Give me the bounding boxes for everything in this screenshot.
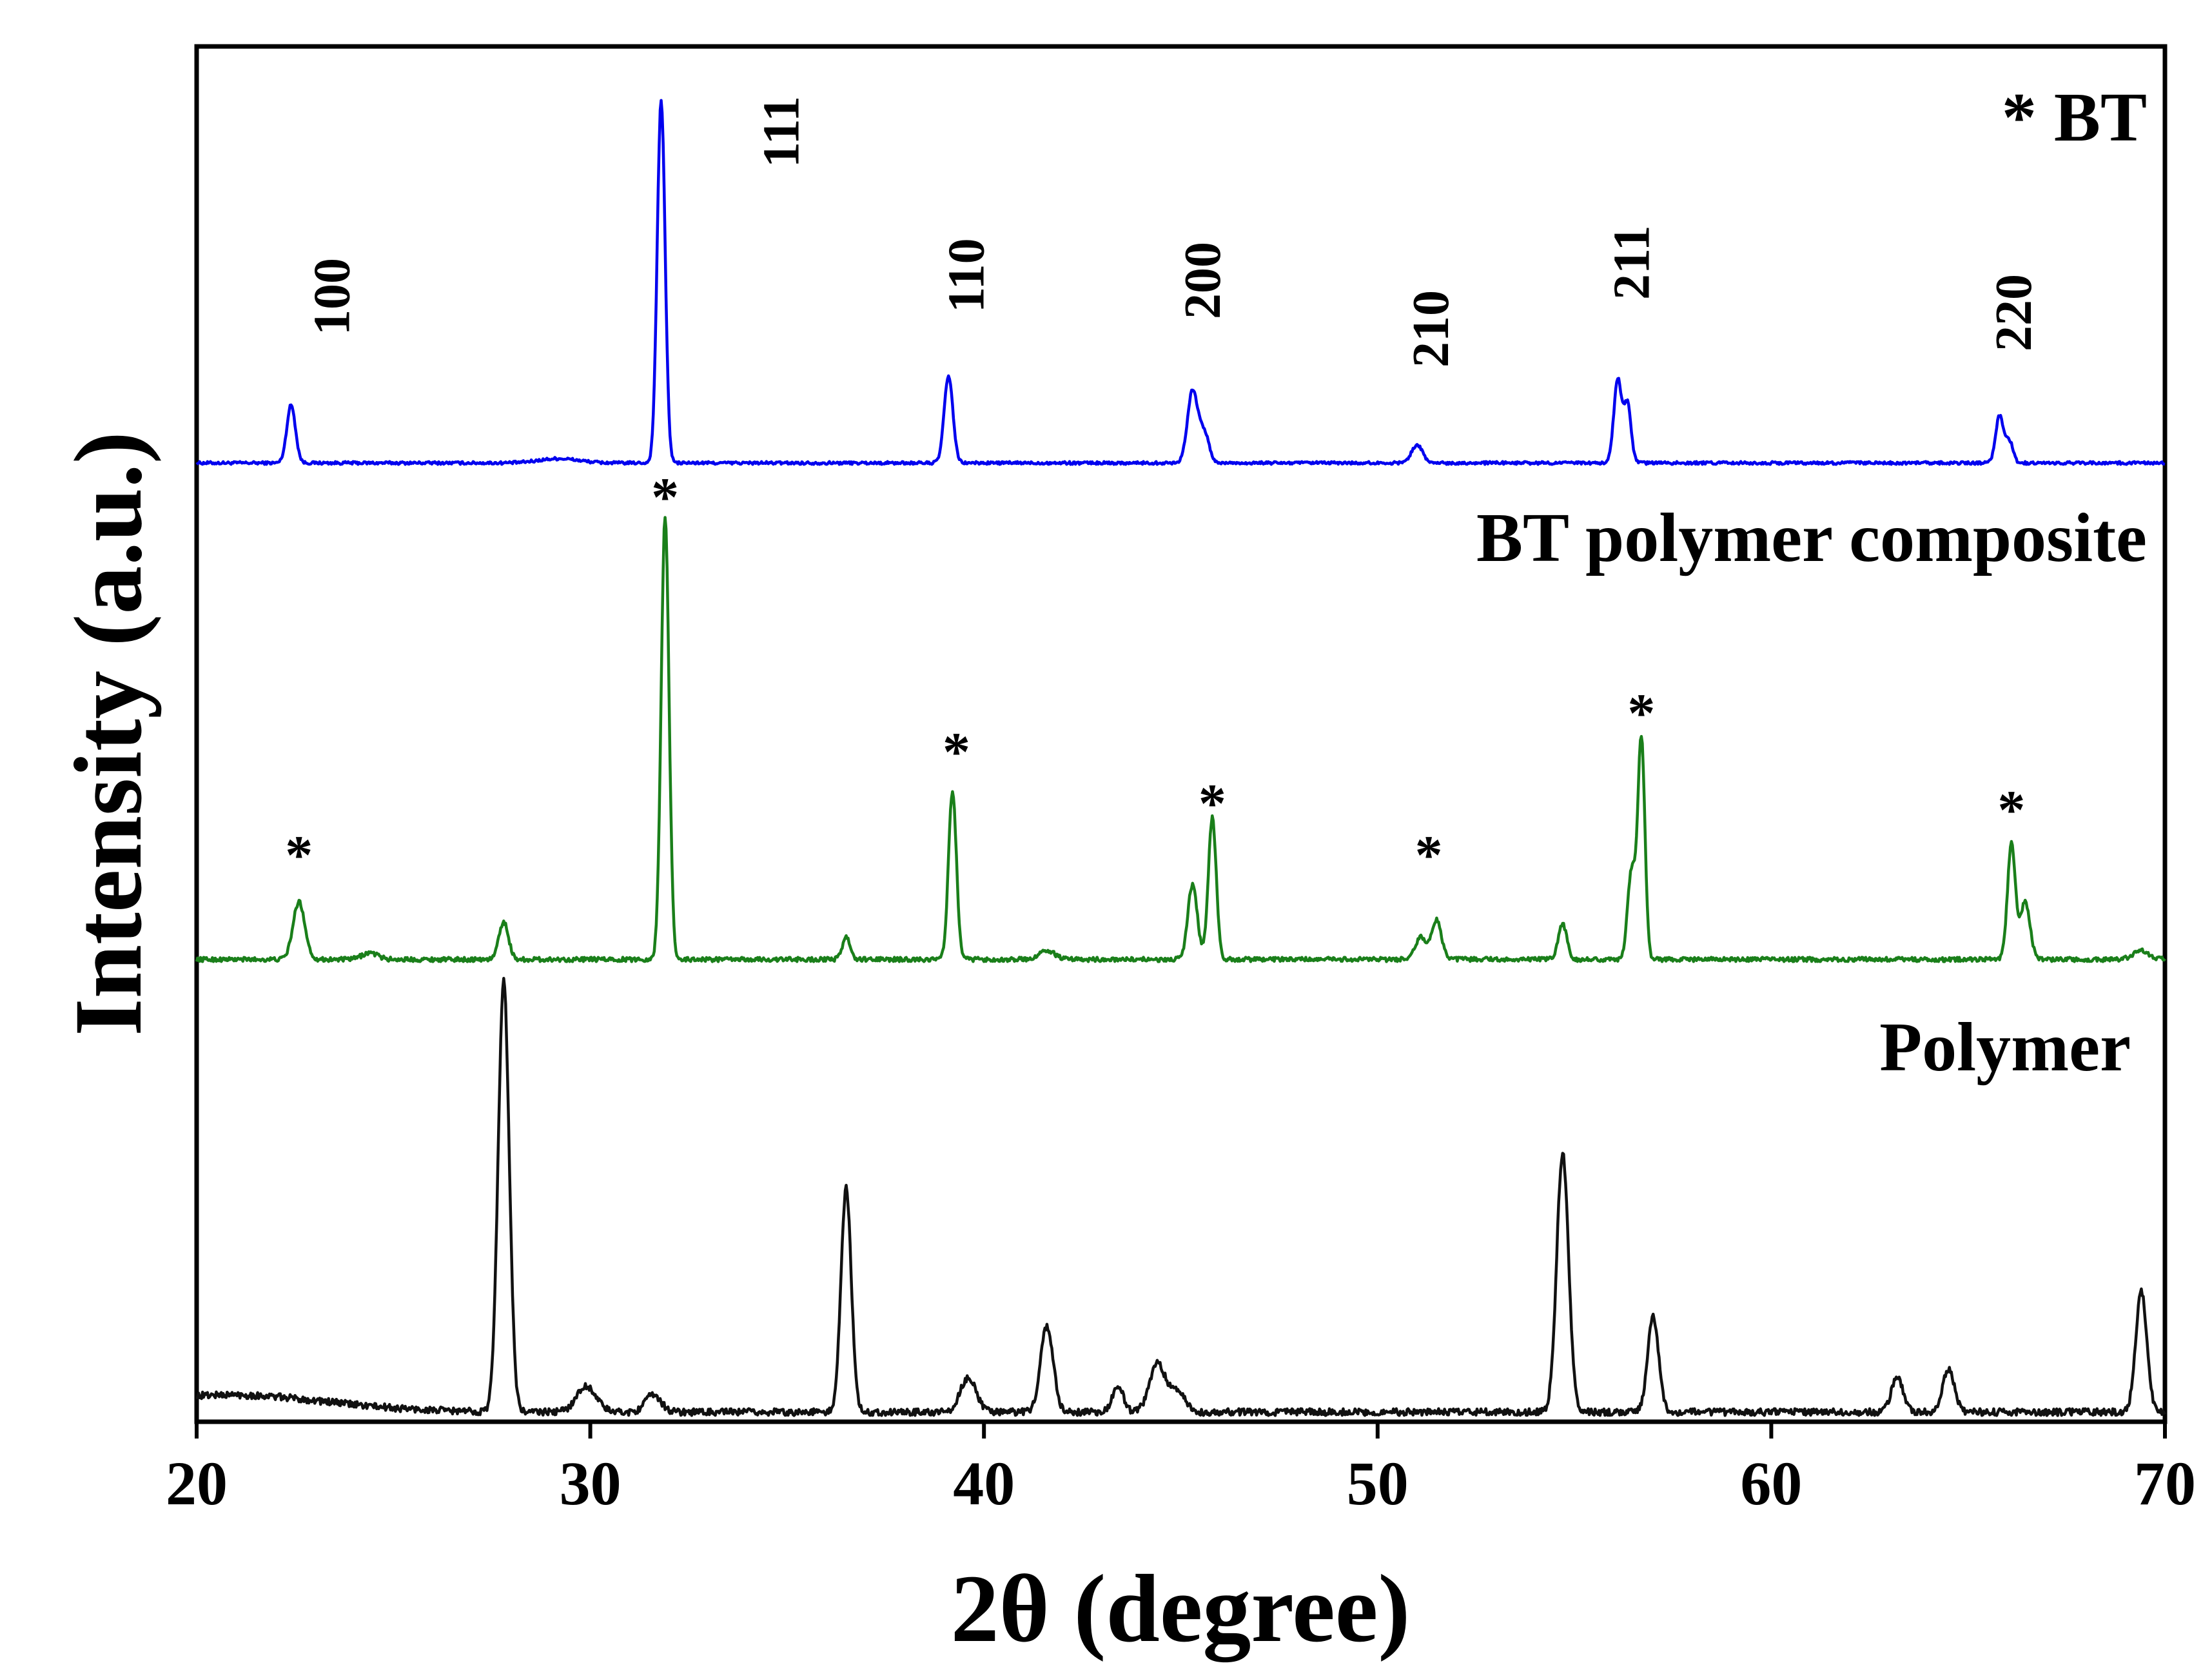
series-layer: [195, 99, 2167, 1417]
legend-bt: * BT: [2002, 79, 2147, 156]
reflection-label: 110: [939, 238, 995, 313]
bt-peak-marker: *: [1627, 682, 1655, 744]
bt-peak-marker: *: [285, 824, 313, 886]
x-axis-title: 2θ (degree): [951, 1555, 1411, 1662]
reflection-label: 111: [754, 96, 810, 168]
x-tick-label: 40: [953, 1449, 1015, 1518]
x-axis-ticks: 20 30 40 50 60 70: [166, 1422, 2196, 1518]
x-tick-label: 50: [1347, 1449, 1409, 1518]
x-tick-label: 60: [1740, 1449, 1802, 1518]
x-tick-label: 20: [166, 1449, 228, 1518]
bt-peak-marker: *: [1997, 779, 2025, 841]
series-label-2: Polymer: [1879, 1009, 2131, 1086]
bt-peak-marker: *: [1199, 772, 1226, 834]
plot-frame: [194, 44, 2168, 1424]
x-tick-label: 70: [2134, 1449, 2196, 1518]
reflection-label: 220: [1986, 274, 2042, 351]
x-tick-label: 30: [560, 1449, 622, 1518]
series-line-0: [195, 99, 2166, 466]
annotation-layer: 100 111 110 200 210 211 220 BT polymer composit…: [285, 96, 2147, 1086]
series-label-1: BT polymer composite: [1476, 500, 2147, 576]
bt-peak-marker: *: [943, 721, 970, 783]
bt-peak-marker: *: [1415, 824, 1443, 886]
reflection-label: 100: [304, 258, 361, 335]
series-line-2: [195, 977, 2167, 1417]
series-line-1: [195, 516, 2166, 963]
y-axis-title: Intensity (a.u.): [55, 431, 162, 1036]
reflection-label: 200: [1175, 242, 1231, 319]
reflection-label: 211: [1604, 225, 1661, 300]
bt-peak-marker: *: [651, 466, 679, 528]
reflection-label: 210: [1403, 290, 1460, 368]
